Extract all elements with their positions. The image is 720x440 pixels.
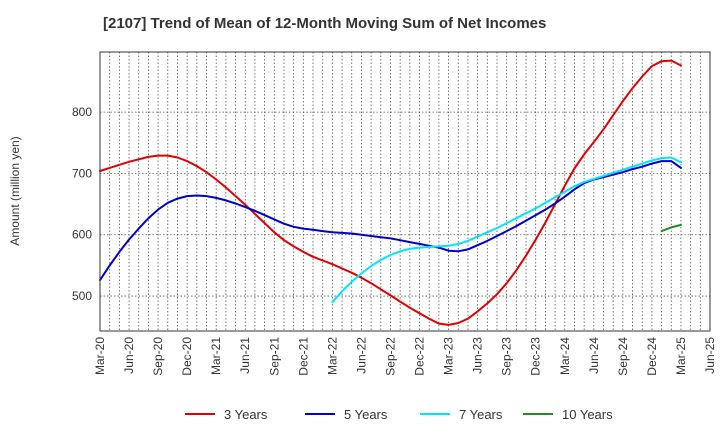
y-tick-labels: 500 600 700 800 — [72, 105, 92, 303]
x-tick-label: Mar-21 — [209, 337, 223, 375]
series-line-10-years — [660, 223, 682, 233]
series-lines — [99, 59, 682, 326]
y-tick-label: 500 — [72, 289, 92, 303]
y-tick-label: 600 — [72, 228, 92, 242]
legend-label-10-years: 10 Years — [562, 407, 613, 422]
x-tick-label: Sep-21 — [267, 337, 281, 376]
legend-label-3-years: 3 Years — [224, 407, 268, 422]
x-tick-label: Dec-22 — [413, 337, 427, 376]
x-tick-label: Mar-22 — [325, 337, 339, 375]
series-line-3-years — [99, 59, 682, 326]
x-tick-label: Dec-23 — [529, 337, 543, 376]
x-tick-labels: Mar-20 Jun-20 Sep-20 Dec-20 Mar-21 Jun-21 Sep-… — [93, 337, 717, 376]
x-tick-label: Sep-24 — [616, 337, 630, 376]
x-tick-label: Jun-23 — [471, 337, 485, 374]
y-axis-label: Amount (million yen) — [8, 136, 22, 245]
x-tick-label: Mar-23 — [442, 337, 456, 375]
x-tick-label: Jun-21 — [238, 337, 252, 374]
gridlines — [99, 52, 711, 331]
series-line-7-years — [331, 156, 682, 304]
series-line-5-years — [99, 160, 682, 282]
legend-label-5-years: 5 Years — [344, 407, 388, 422]
x-tick-label: Dec-21 — [296, 337, 310, 376]
plot-area-frame — [99, 51, 711, 332]
x-tick-label: Jun-25 — [703, 337, 717, 374]
x-tick-label: Sep-23 — [500, 337, 514, 376]
legend-label-7-years: 7 Years — [459, 407, 503, 422]
y-tick-label: 800 — [72, 105, 92, 119]
chart-title: [2107] Trend of Mean of 12-Month Moving … — [103, 15, 547, 32]
x-tick-label: Sep-22 — [383, 337, 397, 376]
legend: 3 Years 5 Years 7 Years 10 Years — [185, 407, 613, 422]
y-tick-label: 700 — [72, 166, 92, 180]
x-tick-label: Dec-20 — [180, 337, 194, 376]
x-tick-label: Jun-22 — [354, 337, 368, 374]
x-tick-label: Jun-20 — [122, 337, 136, 374]
x-tick-label: Mar-25 — [674, 337, 688, 375]
x-tick-label: Jun-24 — [587, 337, 601, 374]
x-tick-label: Dec-24 — [645, 337, 659, 376]
plot-area-background — [100, 52, 710, 331]
x-tick-label: Mar-20 — [93, 337, 107, 375]
x-tick-label: Sep-20 — [151, 337, 165, 376]
x-tick-label: Mar-24 — [558, 337, 572, 375]
